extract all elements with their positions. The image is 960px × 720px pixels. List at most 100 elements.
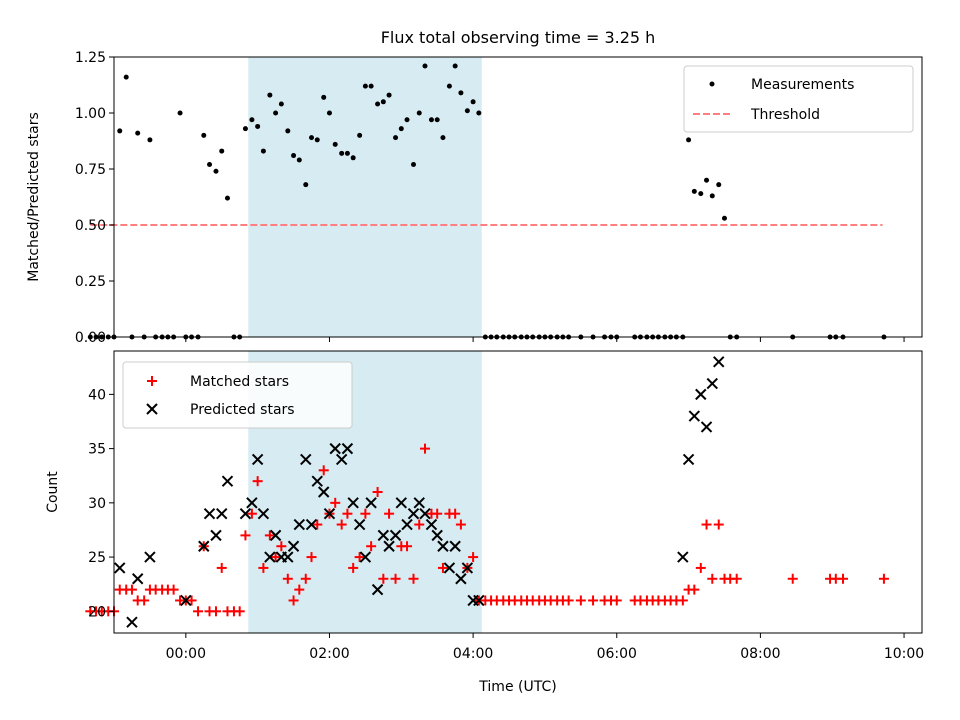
- legend-predicted-label: Predicted stars: [190, 402, 295, 418]
- predicted-star-point: [257, 507, 270, 520]
- matched-star-point: [306, 552, 317, 563]
- predicted-star-point: [455, 573, 467, 585]
- matched-star-point: [390, 573, 401, 584]
- measurement-point: [464, 108, 470, 114]
- matched-star-point: [240, 530, 251, 541]
- predicted-star-point: [300, 453, 312, 466]
- predicted-star-point: [395, 497, 407, 509]
- measurement-point: [273, 110, 279, 116]
- measurement-point: [285, 128, 291, 134]
- top-legend-box: [683, 65, 914, 133]
- measurement-point: [99, 334, 105, 340]
- legend-measurements-marker: [709, 81, 715, 87]
- measurement-point: [213, 168, 219, 174]
- xtick-label: 02:00: [309, 646, 349, 662]
- predicted-star-point: [114, 562, 126, 574]
- matched-star-point: [432, 508, 443, 519]
- matched-star-point: [575, 595, 586, 606]
- measurement-point: [314, 137, 320, 143]
- xtick-label: 10:00: [884, 646, 924, 662]
- measurement-point: [428, 117, 434, 123]
- matched-star-point: [437, 562, 448, 573]
- predicted-star-point: [700, 421, 713, 433]
- matched-star-point: [677, 595, 688, 606]
- top-ytick-label: 1.00: [75, 106, 106, 122]
- matched-star-point: [689, 584, 700, 595]
- measurement-point: [309, 135, 315, 141]
- legend-measurements-label: Measurements: [751, 77, 854, 93]
- predicted-star-point: [377, 529, 390, 542]
- matched-star-point: [126, 584, 137, 595]
- predicted-star-point: [246, 497, 258, 509]
- matched-star-point: [234, 606, 245, 617]
- measurement-point: [404, 117, 410, 123]
- predicted-star-point: [431, 529, 443, 542]
- measurement-point: [440, 135, 446, 141]
- predicted-star-point: [383, 540, 395, 552]
- matched-star-point: [468, 552, 479, 563]
- predicted-star-point: [329, 442, 341, 455]
- legend-matched-marker: [147, 376, 157, 386]
- measurement-point: [422, 63, 428, 69]
- predicted-star-point: [305, 518, 318, 531]
- top-ytick-label: 0.00: [75, 330, 106, 346]
- bottom-y-axis-label: Count: [45, 471, 61, 513]
- predicted-star-point: [251, 453, 264, 466]
- matched-star-point: [282, 573, 293, 584]
- measurement-point: [476, 110, 482, 116]
- predicted-star-point: [239, 507, 252, 520]
- predicted-star-point: [461, 562, 474, 574]
- measurement-point: [123, 74, 129, 80]
- matched-star-point: [402, 541, 413, 552]
- predicted-star-point: [419, 507, 431, 520]
- matched-star-point: [318, 465, 329, 476]
- measurement-point: [721, 215, 727, 221]
- xtick-label: 08:00: [740, 646, 780, 662]
- predicted-star-point: [688, 410, 701, 422]
- predicted-star-point: [293, 518, 306, 531]
- predicted-star-point: [449, 540, 461, 552]
- measurement-point: [242, 126, 248, 132]
- matched-star-point: [300, 573, 311, 584]
- measurement-point: [332, 141, 338, 147]
- measurement-point: [398, 126, 404, 132]
- matched-star-point: [713, 519, 724, 530]
- measurement-point: [709, 193, 715, 199]
- matched-star-point: [414, 519, 425, 530]
- matched-star-point: [366, 541, 377, 552]
- bottom-ytick-label: 25: [88, 550, 106, 566]
- predicted-star-point: [365, 497, 377, 509]
- predicted-star-point: [210, 529, 222, 542]
- predicted-star-point: [203, 507, 216, 520]
- matched-star-point: [707, 573, 718, 584]
- measurement-point: [147, 137, 153, 143]
- measurement-point: [686, 137, 692, 143]
- bottom-plot-frame: [113, 350, 923, 634]
- matched-star-point: [360, 508, 371, 519]
- predicted-star-point: [131, 573, 144, 585]
- measurement-point: [291, 153, 297, 159]
- measurement-point: [117, 128, 123, 134]
- matched-star-point: [342, 508, 353, 519]
- measurement-point: [380, 99, 386, 105]
- predicted-star-point: [677, 551, 689, 563]
- predicted-star-point: [323, 507, 336, 520]
- measurement-point: [249, 117, 255, 123]
- chart-title: Flux total observing time = 3.25 h: [381, 28, 656, 47]
- predicted-star-point: [347, 497, 359, 509]
- bottom-ytick-label: 30: [88, 496, 106, 512]
- predicted-star-point: [407, 507, 420, 520]
- predicted-star-point: [473, 594, 485, 607]
- top-ytick-label: 0.50: [75, 218, 106, 234]
- matched-star-point: [384, 508, 395, 519]
- measurement-point: [410, 162, 416, 168]
- predicted-star-point: [144, 551, 156, 563]
- measurement-point: [458, 90, 464, 96]
- measurement-point: [135, 130, 141, 136]
- bottom-legend-box: [122, 361, 353, 429]
- measurement-point: [393, 135, 399, 141]
- matched-star-point: [270, 552, 281, 563]
- matched-star-point: [210, 606, 221, 617]
- predicted-star-point: [264, 551, 276, 563]
